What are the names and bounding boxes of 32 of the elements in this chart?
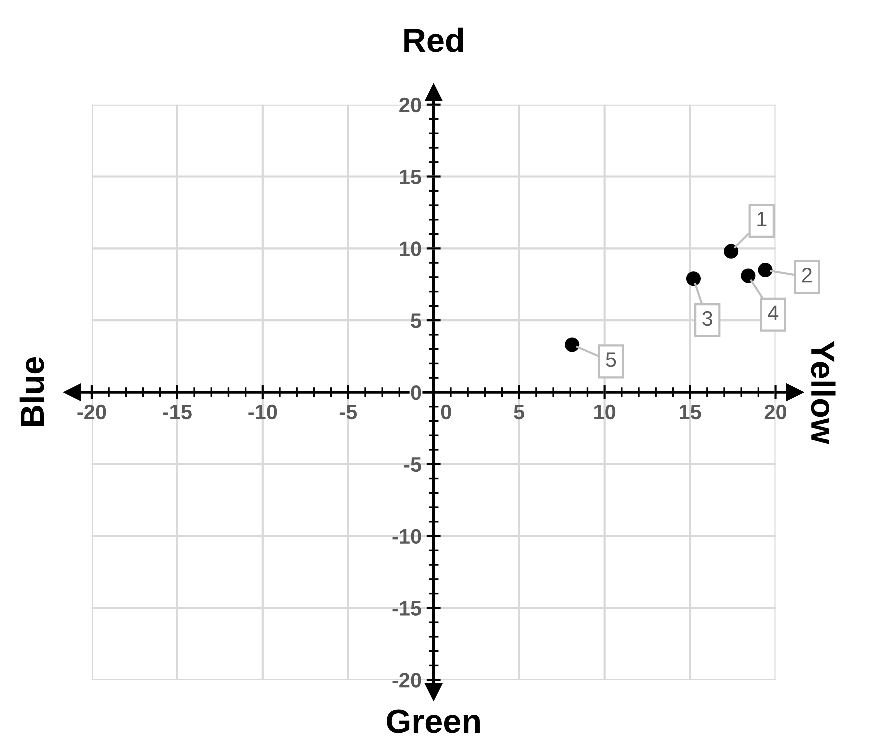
y-axis-title: Blue <box>20 357 44 426</box>
y-tick-label: 5 <box>411 314 422 328</box>
x-tick-label: 20 <box>764 404 787 420</box>
x-tick-label: -20 <box>78 404 106 420</box>
annotation: 3 <box>702 311 712 326</box>
y-tick-label: -10 <box>392 529 422 544</box>
y-tick-label: -5 <box>404 458 422 472</box>
x-tick-label: 5 <box>514 405 525 420</box>
annotation: 4 <box>768 306 779 320</box>
annotation: 5 <box>606 352 616 368</box>
text: Yellow <box>811 341 836 444</box>
point <box>741 268 756 284</box>
annotation: 2 <box>802 268 812 283</box>
x-tick-label: 15 <box>680 405 702 420</box>
y-tick-label: 20 <box>400 98 422 113</box>
point <box>686 272 702 286</box>
point <box>724 244 739 259</box>
y-tick-label: -20 <box>392 673 422 688</box>
y-tick-label: 10 <box>400 242 422 256</box>
x-tick-label: -15 <box>163 405 192 420</box>
x-axis-title: Green <box>387 710 480 734</box>
y-tick-label: 15 <box>400 170 422 185</box>
annotation: 1 <box>758 212 767 226</box>
y-tick-label: 0 <box>411 385 422 400</box>
y-tick-label: -15 <box>392 601 422 616</box>
point <box>565 338 580 352</box>
x-tick-label: 10 <box>594 404 616 420</box>
chart-title: Red <box>404 28 464 52</box>
point <box>758 262 773 278</box>
x-tick-label: -10 <box>248 404 278 420</box>
x-tick-label: 0 <box>441 404 452 420</box>
x-tick-label: -5 <box>340 405 358 420</box>
